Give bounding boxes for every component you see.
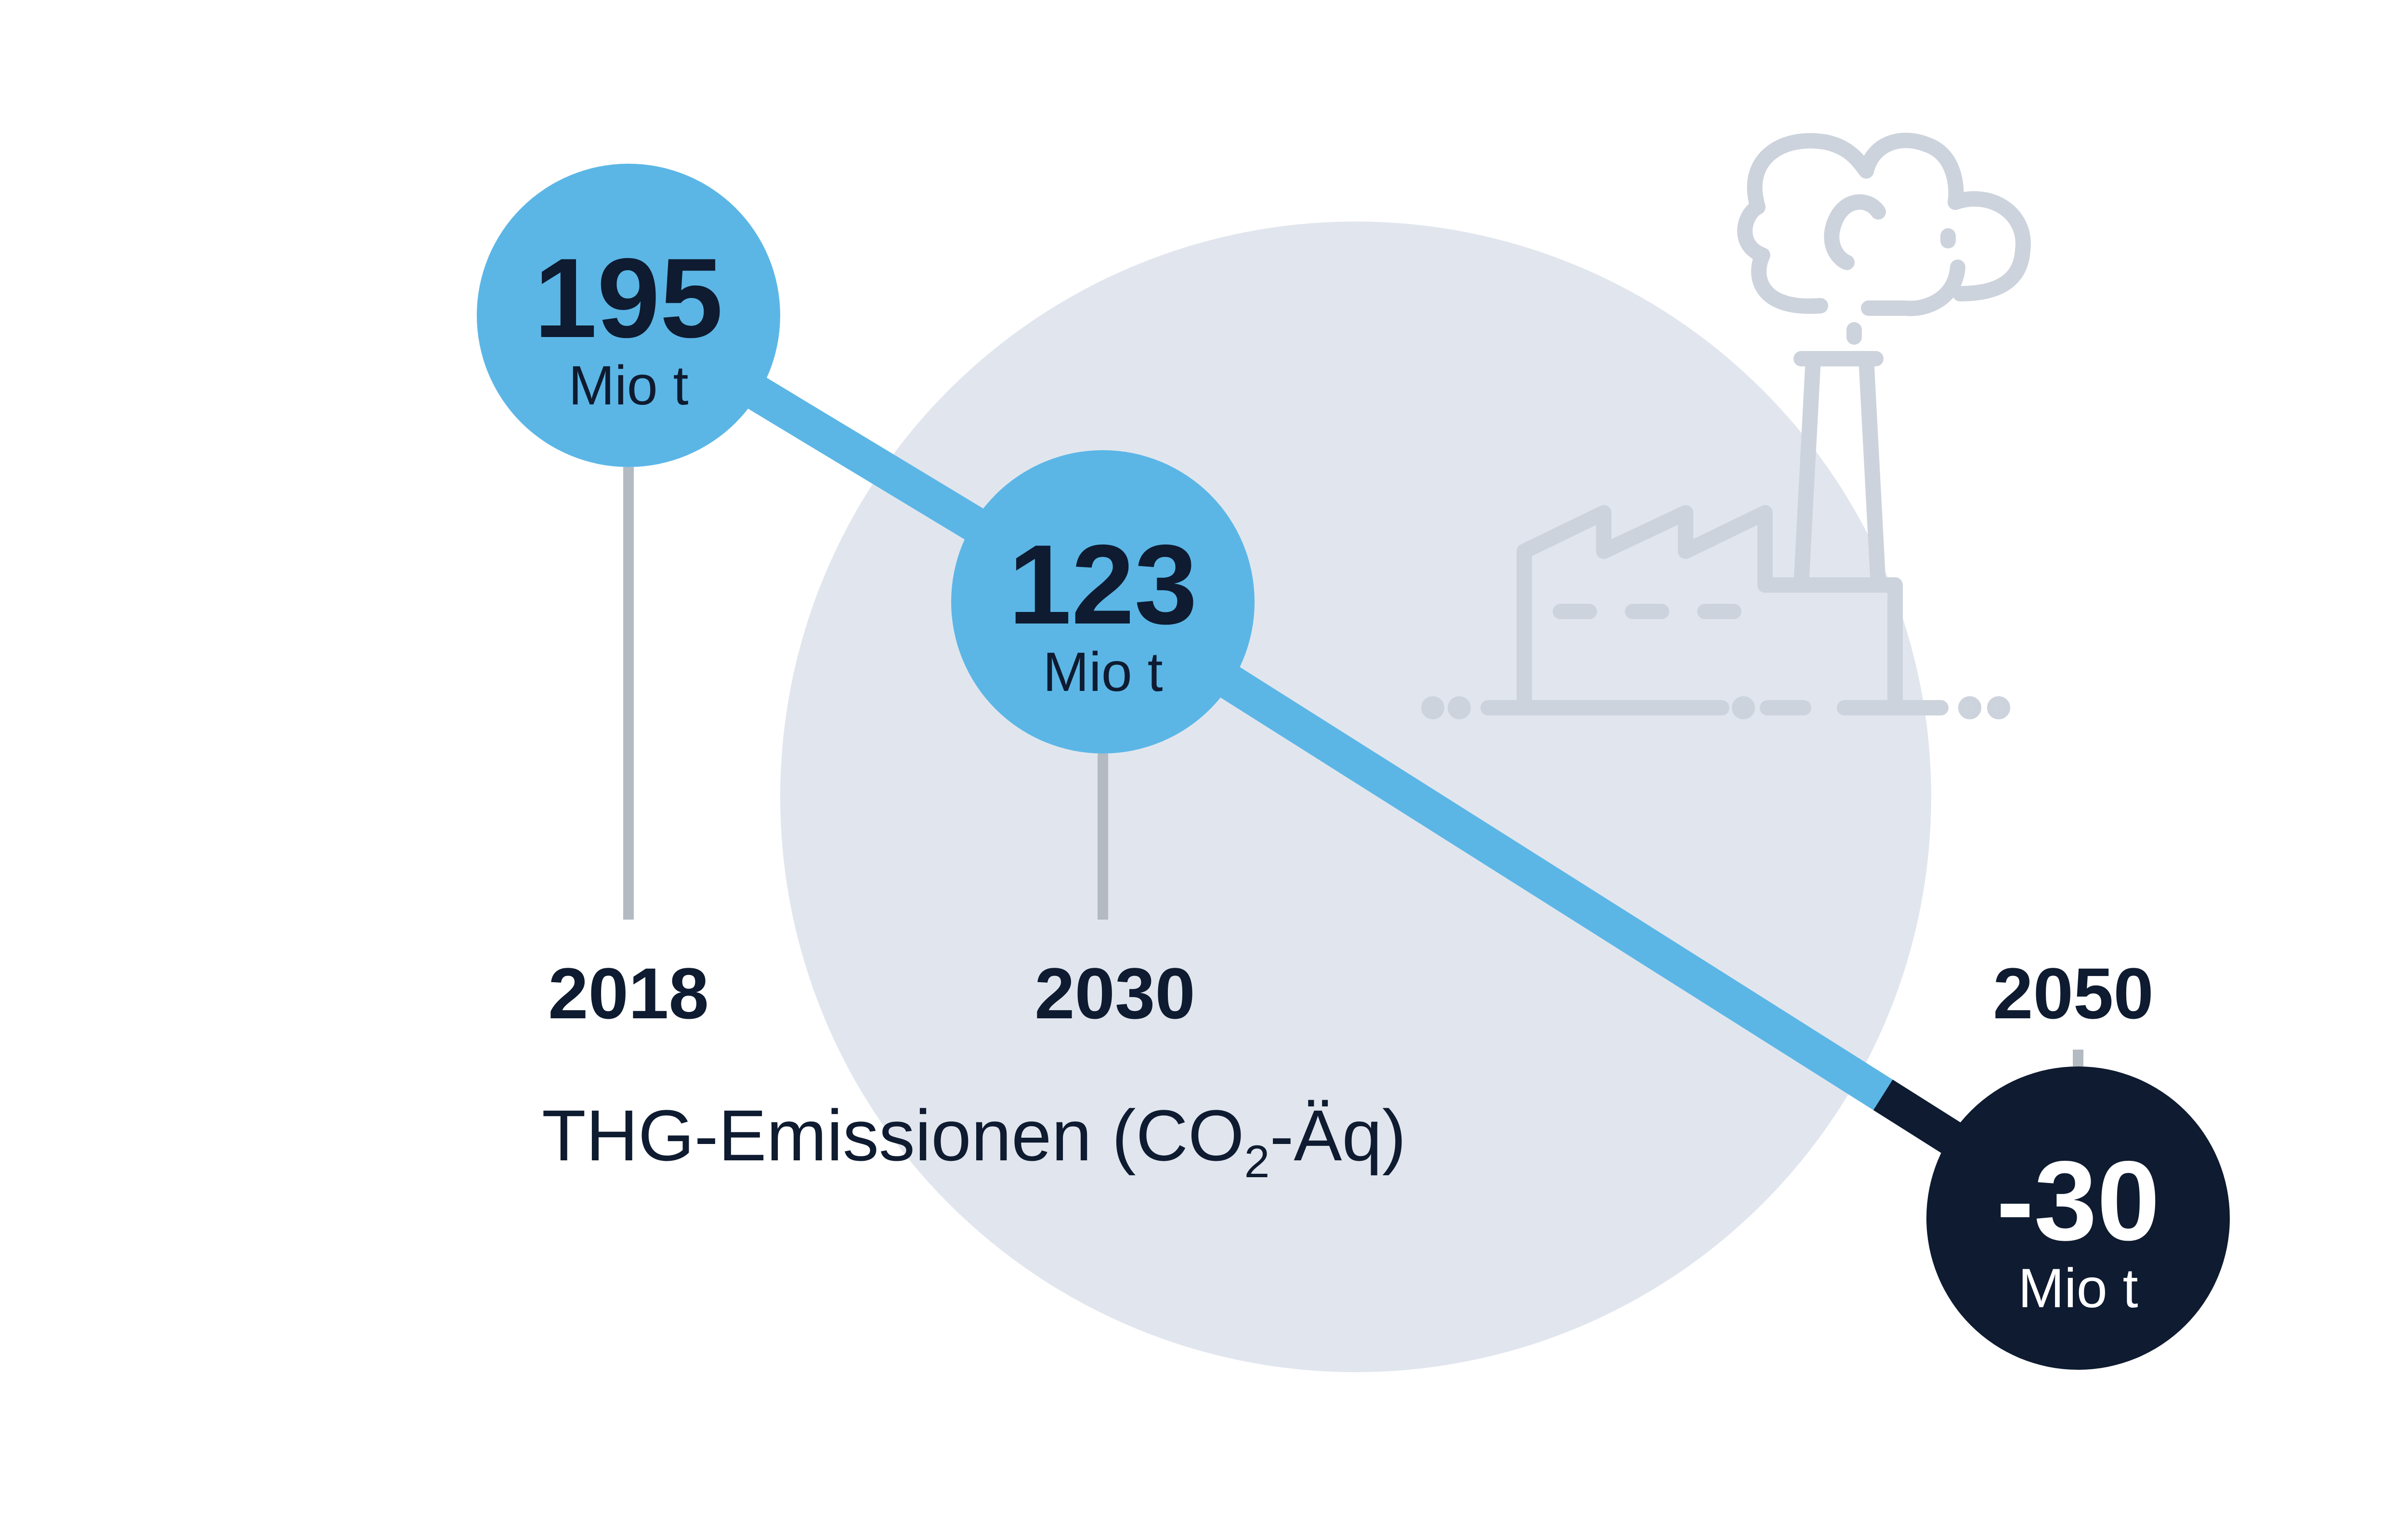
stems bbox=[623, 467, 2083, 1066]
unit-label-2018: Mio t bbox=[568, 355, 688, 416]
year-labels: 2018 2030 2050 bbox=[548, 953, 2154, 1034]
year-label-2050: 2050 bbox=[1993, 953, 2154, 1034]
chart-caption: THG-Emissionen (CO2-Äq) bbox=[542, 1095, 1406, 1187]
value-label-2030: 123 bbox=[1008, 521, 1197, 648]
value-label-2018: 195 bbox=[534, 234, 723, 361]
value-label-2050: -30 bbox=[1996, 1137, 2160, 1264]
unit-label-2030: Mio t bbox=[1043, 641, 1163, 703]
year-label-2030: 2030 bbox=[1034, 953, 1195, 1034]
factory-icon bbox=[1421, 132, 2031, 719]
marker-circle-2018 bbox=[477, 164, 780, 467]
background-circle bbox=[780, 221, 1931, 1372]
marker-circle-2050 bbox=[1926, 1066, 2230, 1370]
year-label-2018: 2018 bbox=[548, 953, 709, 1034]
marker-circle-2030 bbox=[951, 450, 1255, 754]
unit-label-2050: Mio t bbox=[2018, 1258, 2138, 1319]
